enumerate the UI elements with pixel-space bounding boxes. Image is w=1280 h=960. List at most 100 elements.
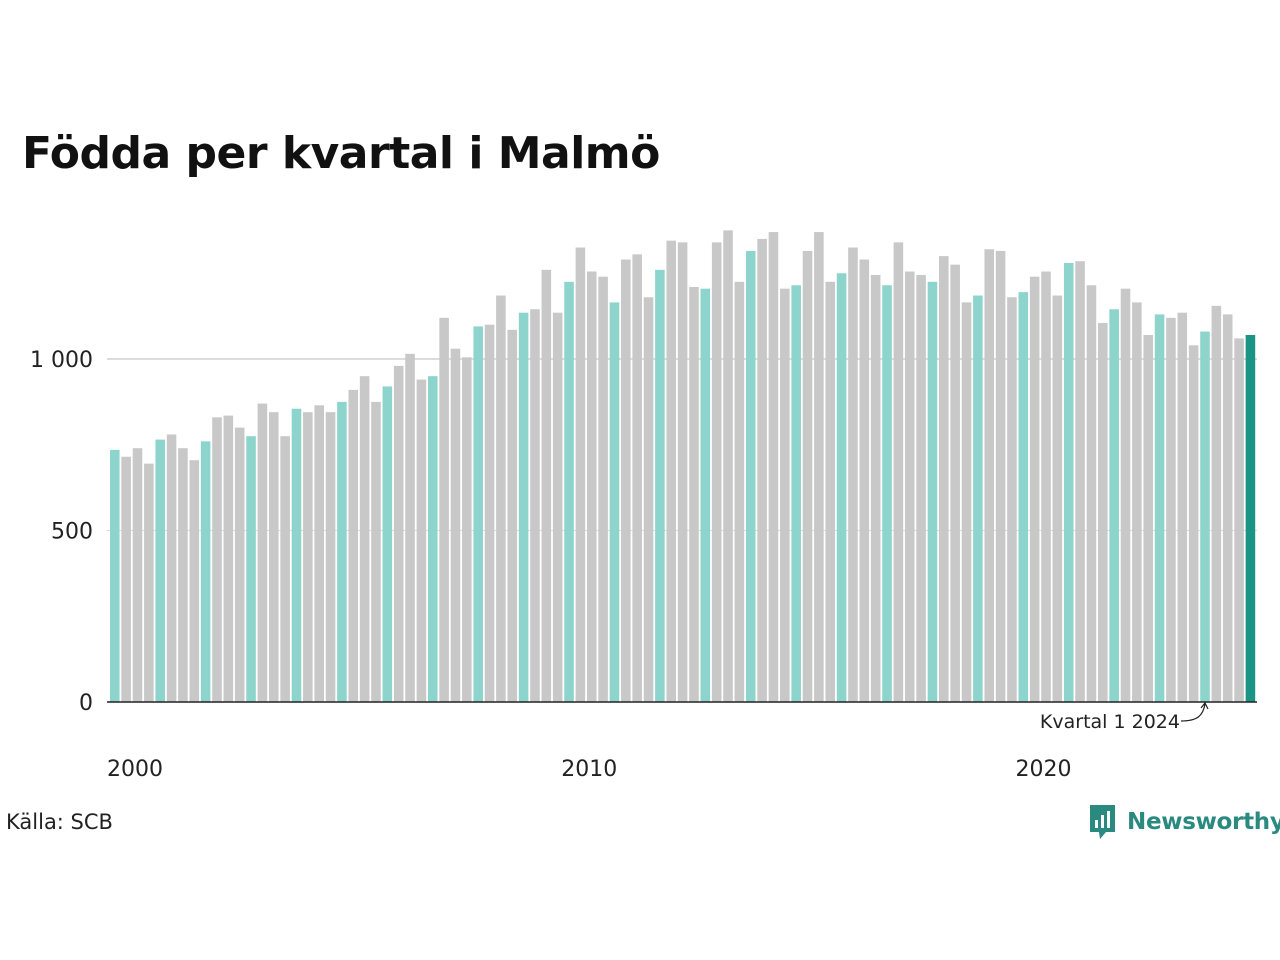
bar — [723, 230, 733, 702]
brand-name: Newsworthy — [1127, 809, 1280, 835]
bar — [1018, 292, 1029, 702]
bar — [643, 297, 654, 702]
bar — [927, 281, 938, 702]
bar — [711, 242, 722, 702]
bar — [325, 412, 336, 702]
bar — [1098, 322, 1108, 702]
bar — [791, 285, 801, 702]
bar — [189, 460, 200, 702]
bar — [291, 408, 302, 702]
bar — [121, 456, 131, 702]
bar — [575, 247, 586, 702]
bar — [564, 281, 574, 702]
bar — [1143, 334, 1153, 702]
bar — [1177, 312, 1188, 702]
bar — [234, 427, 245, 702]
bar — [393, 365, 404, 702]
y-tick-label: 1 000 — [30, 348, 93, 373]
bar — [439, 317, 449, 702]
bar — [416, 379, 427, 702]
bar — [757, 238, 767, 702]
y-tick-label: 0 — [79, 691, 93, 716]
bar — [973, 295, 983, 702]
bar — [450, 348, 461, 702]
bar — [1200, 331, 1210, 702]
bar — [836, 273, 847, 702]
bar — [405, 353, 415, 702]
bars — [110, 230, 1256, 703]
x-tick-label: 2000 — [107, 757, 163, 782]
bar — [825, 281, 836, 702]
bar — [1120, 288, 1131, 702]
bar — [598, 276, 608, 702]
bar — [745, 250, 756, 702]
bar — [382, 386, 393, 702]
bar — [1052, 295, 1063, 702]
bar — [314, 405, 324, 702]
bar — [280, 436, 290, 702]
bar — [303, 412, 313, 702]
bar — [212, 417, 222, 702]
bar — [632, 254, 642, 702]
bar — [1154, 314, 1165, 702]
bar — [246, 436, 256, 702]
bar — [518, 312, 529, 702]
bar — [1234, 338, 1244, 702]
bar — [939, 256, 949, 702]
bar — [848, 247, 858, 702]
bar — [586, 271, 597, 702]
bar — [348, 389, 359, 702]
bar — [337, 401, 347, 703]
bar — [166, 434, 177, 702]
y-tick-label: 500 — [51, 520, 93, 545]
bar — [893, 242, 904, 702]
x-axis-tick-labels: 2000 2010 2020 — [107, 757, 1072, 782]
bar — [1222, 314, 1233, 702]
bar — [734, 281, 745, 702]
bar — [1166, 317, 1176, 702]
bar — [870, 274, 881, 702]
bar — [904, 271, 915, 702]
bar — [768, 232, 779, 702]
bar — [1086, 285, 1097, 702]
bar — [700, 288, 711, 702]
bar — [916, 274, 926, 702]
bar — [371, 401, 381, 703]
bar — [689, 286, 699, 702]
bar — [814, 232, 824, 702]
bar — [541, 269, 552, 702]
bar — [1188, 345, 1199, 702]
bar — [530, 309, 540, 702]
latest-annotation: Kvartal 1 2024 — [1040, 701, 1209, 733]
bar — [1211, 305, 1222, 702]
bar — [427, 376, 438, 702]
bar — [677, 242, 688, 702]
y-axis-tick-labels: 0 500 1 000 — [30, 348, 93, 716]
annotation-label: Kvartal 1 2024 — [1040, 711, 1180, 733]
bar — [507, 329, 518, 702]
newsworthy-logo-icon — [1090, 805, 1115, 839]
bar — [178, 448, 188, 702]
brand-logo[interactable]: Newsworthy — [1088, 803, 1280, 841]
bar — [1109, 309, 1119, 702]
bar — [1041, 271, 1051, 702]
chart-title: Födda per kvartal i Malmö — [22, 128, 660, 179]
bar — [950, 264, 960, 702]
bar — [110, 449, 120, 702]
bar — [223, 415, 234, 702]
bar — [984, 249, 995, 703]
annotation-arrow — [1180, 701, 1209, 722]
bar — [144, 463, 154, 702]
bar — [268, 412, 279, 702]
bar — [961, 302, 972, 702]
bar — [1075, 261, 1085, 702]
bar — [462, 357, 472, 702]
bar — [621, 259, 631, 702]
bar — [484, 324, 495, 702]
bar — [1007, 297, 1017, 702]
bar — [1132, 302, 1142, 702]
bar — [155, 439, 165, 702]
bar — [859, 259, 870, 702]
bar — [496, 295, 506, 702]
